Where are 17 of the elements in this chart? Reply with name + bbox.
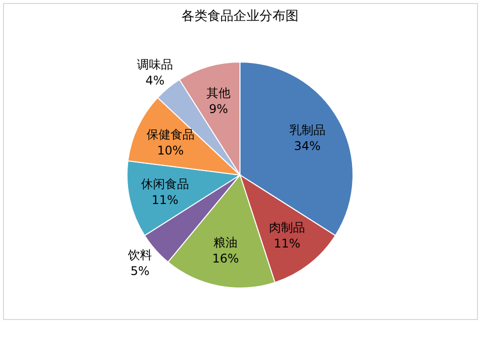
data-label: 4% [145,73,165,88]
slice-label: 乳制品 [289,122,326,137]
chart-title: 各类食品企业分布图 [182,9,298,24]
slice-label: 休闲食品 [141,176,190,191]
data-label: 16% [212,251,239,266]
data-label: 5% [130,264,150,278]
data-label: 9% [209,102,228,116]
data-label: 10% [157,143,184,158]
slice-label: 保健食品 [146,127,194,142]
slice-label: 饮料 [126,248,152,262]
slice-label: 粮油 [214,235,238,250]
data-label: 11% [274,236,300,251]
data-label: 11% [152,192,178,207]
data-label: 34% [294,138,321,153]
slice-label: 其他 [206,86,231,100]
slice-label: 肉制品 [269,220,306,235]
slice-label: 调味品 [137,57,174,72]
